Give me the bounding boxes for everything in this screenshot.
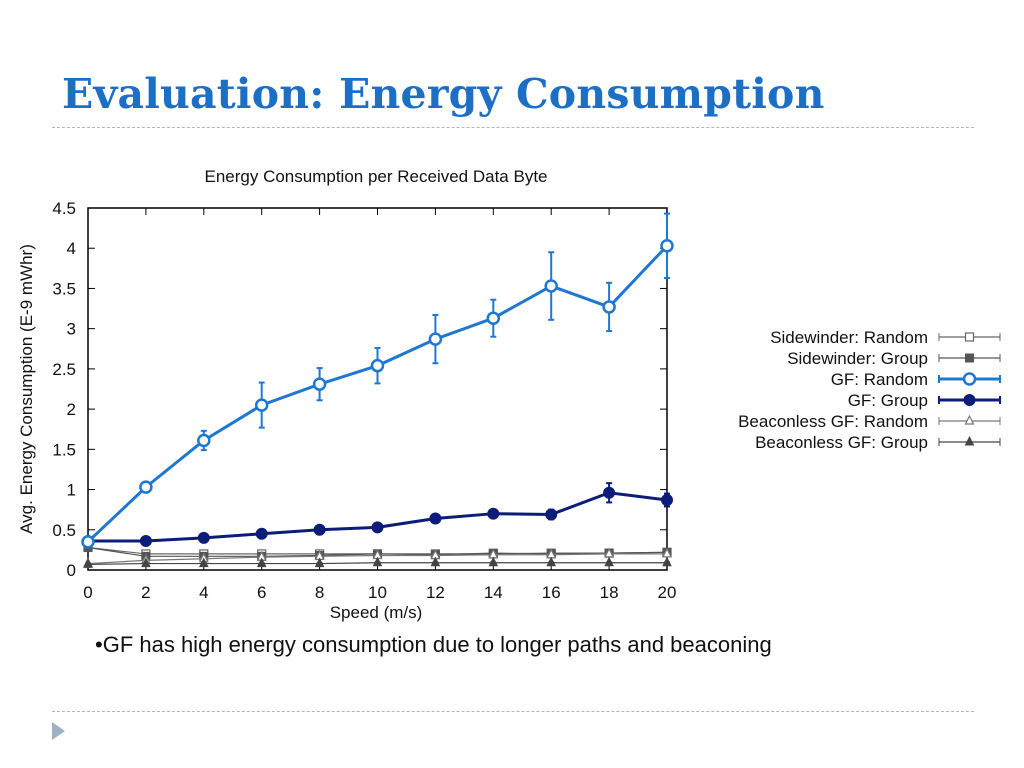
data-point bbox=[314, 557, 325, 568]
data-point bbox=[545, 508, 558, 521]
x-axis-label: Speed (m/s) bbox=[330, 603, 423, 622]
data-point bbox=[371, 521, 384, 534]
data-point bbox=[197, 433, 211, 448]
title-divider bbox=[52, 127, 974, 128]
x-tick-label: 14 bbox=[484, 583, 503, 602]
y-tick-label: 4.5 bbox=[52, 199, 76, 218]
data-point bbox=[428, 332, 443, 346]
data-point bbox=[488, 556, 499, 567]
data-point bbox=[964, 332, 975, 342]
x-tick-label: 20 bbox=[658, 583, 677, 602]
slide-title: Evaluation: Energy Consumption bbox=[62, 70, 825, 118]
y-tick-label: 0.5 bbox=[52, 521, 76, 540]
data-point bbox=[964, 435, 975, 446]
data-point bbox=[662, 556, 672, 567]
data-point bbox=[141, 557, 151, 568]
data-point bbox=[81, 535, 95, 549]
data-point bbox=[197, 531, 210, 544]
data-point bbox=[487, 507, 500, 520]
legend-label: Beaconless GF: Group bbox=[755, 433, 928, 452]
data-point bbox=[964, 414, 975, 425]
data-point bbox=[962, 372, 977, 386]
data-point bbox=[139, 480, 153, 494]
data-point bbox=[486, 311, 501, 325]
data-point bbox=[602, 300, 616, 314]
chart-title: Energy Consumption per Received Data Byt… bbox=[204, 167, 547, 186]
data-point bbox=[603, 486, 616, 499]
x-tick-label: 0 bbox=[83, 583, 92, 602]
series-group bbox=[81, 212, 674, 549]
data-point bbox=[372, 556, 383, 567]
series-line bbox=[86, 244, 669, 543]
data-point bbox=[256, 557, 267, 568]
x-tick-label: 18 bbox=[600, 583, 619, 602]
series-group bbox=[83, 556, 672, 568]
data-point bbox=[660, 239, 674, 253]
data-point bbox=[83, 558, 93, 568]
x-tick-label: 4 bbox=[199, 583, 208, 602]
y-axis-label: Avg. Energy Consumption (E-9 mWhr) bbox=[17, 244, 36, 534]
plot-frame bbox=[87, 207, 668, 571]
series-group bbox=[82, 482, 673, 548]
data-point bbox=[198, 557, 209, 568]
data-point bbox=[546, 556, 557, 567]
x-tick-label: 8 bbox=[315, 583, 324, 602]
y-tick-label: 2.5 bbox=[52, 360, 76, 379]
energy-chart: Energy Consumption per Received Data Byt… bbox=[17, 167, 1001, 622]
footer-divider bbox=[52, 711, 974, 712]
data-point bbox=[965, 353, 974, 363]
x-tick-label: 2 bbox=[141, 583, 150, 602]
data-point bbox=[312, 377, 327, 391]
x-tick-label: 16 bbox=[542, 583, 561, 602]
y-tick-label: 3.5 bbox=[52, 279, 76, 298]
x-tick-label: 10 bbox=[368, 583, 387, 602]
data-point bbox=[604, 556, 614, 567]
legend-label: Beaconless GF: Random bbox=[738, 412, 928, 431]
data-point bbox=[544, 279, 558, 293]
y-tick-label: 4 bbox=[67, 239, 76, 258]
legend-label: GF: Group bbox=[848, 391, 928, 410]
legend-label: Sidewinder: Random bbox=[770, 328, 928, 347]
y-tick-label: 1.5 bbox=[52, 440, 76, 459]
data-point bbox=[254, 398, 269, 412]
legend-label: GF: Random bbox=[831, 370, 928, 389]
y-tick-label: 3 bbox=[67, 320, 76, 339]
next-slide-arrow-icon[interactable] bbox=[52, 722, 65, 740]
bullet-point: •GF has high energy consumption due to l… bbox=[95, 632, 772, 657]
data-point bbox=[429, 512, 442, 525]
legend-label: Sidewinder: Group bbox=[787, 349, 928, 368]
x-tick-label: 6 bbox=[257, 583, 266, 602]
y-tick-label: 2 bbox=[67, 400, 76, 419]
data-point bbox=[139, 535, 152, 548]
x-tick-label: 12 bbox=[426, 583, 445, 602]
data-point bbox=[963, 394, 976, 406]
y-tick-label: 1 bbox=[67, 481, 76, 500]
data-point bbox=[370, 358, 385, 373]
y-tick-label: 0 bbox=[67, 561, 76, 580]
series-line bbox=[88, 491, 668, 543]
data-point bbox=[430, 556, 441, 567]
data-point bbox=[255, 527, 268, 540]
data-point bbox=[313, 523, 326, 536]
data-point bbox=[661, 494, 673, 507]
